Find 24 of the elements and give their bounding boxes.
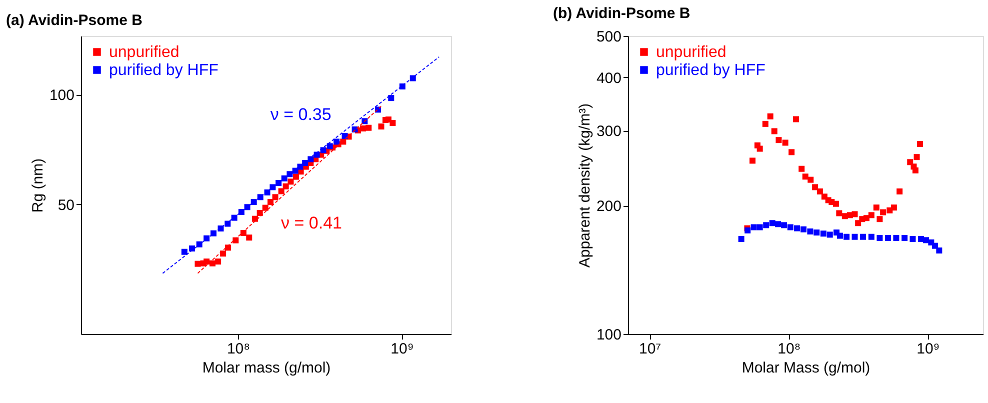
chart-title: (a) Avidin-Psome B [6,12,143,29]
annotation: ν = 0.35 [270,105,332,124]
x-tick-label: 10⁹ [390,340,414,358]
x-axis-title: Molar mass (g/mol) [202,360,331,376]
legend-label: purified by HFF [109,62,219,79]
x-tick-label: 10⁸ [778,340,801,358]
y-axis-title: Apparent density (kg/m³) [576,103,594,268]
y-tick-label: 50 [58,196,74,214]
chart-title: (b) Avidin-Psome B [553,5,690,22]
y-tick-label: 300 [596,123,622,140]
y-tick-label: 500 [596,28,622,46]
x-axis-title: Molar Mass (g/mol) [742,360,870,376]
legend-label: purified by HFF [656,62,766,79]
legend-label: unpurified [109,44,180,61]
x-tick-label: 10⁸ [226,340,250,358]
y-tick-label: 100 [596,326,622,344]
y-axis-title: Rg (nm) [29,158,46,213]
legend-label: unpurified [656,44,726,61]
x-tick-label: 10⁹ [916,340,940,358]
y-tick-label: 400 [596,70,622,87]
annotation: ν = 0.41 [281,214,342,233]
y-tick-label: 200 [596,198,622,216]
y-tick-label: 100 [49,87,74,104]
x-tick-label: 10⁷ [638,340,662,358]
